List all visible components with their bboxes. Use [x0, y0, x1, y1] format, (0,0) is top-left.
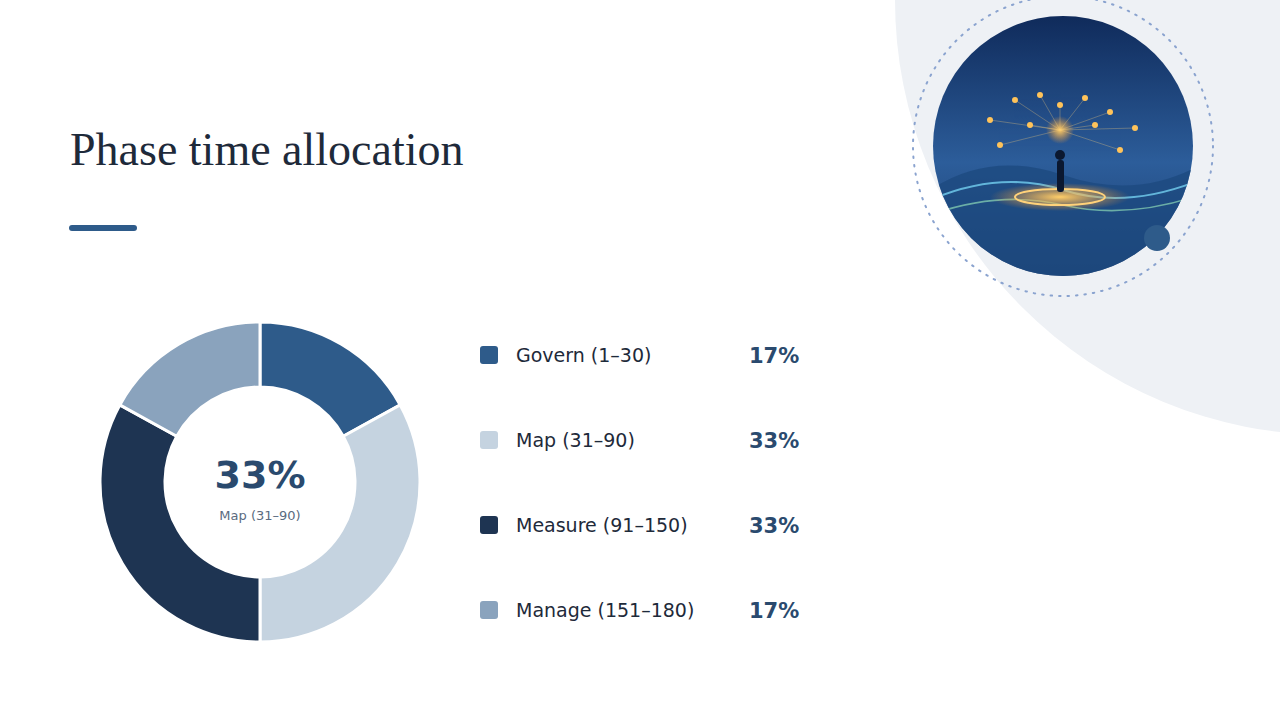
bg-circle [895, 0, 1280, 435]
node [1132, 125, 1138, 131]
slice [120, 322, 260, 436]
legend-value: 17% [749, 599, 799, 623]
link [1060, 130, 1120, 150]
node [1082, 95, 1088, 101]
center-label: Map (31–90) [219, 508, 300, 523]
legend-value: 17% [749, 344, 799, 368]
link [1030, 125, 1060, 130]
node [1092, 122, 1098, 128]
legend-swatch [480, 431, 498, 449]
image [930, 14, 1200, 290]
figure-head [1055, 150, 1065, 160]
node [1117, 147, 1123, 153]
dotted-ring [913, 0, 1213, 296]
link [1000, 130, 1060, 145]
slide: Phase time allocation33%Map (31–90)Gover… [0, 0, 1280, 720]
link [1015, 100, 1060, 130]
accent-dot [1144, 225, 1170, 251]
donut [100, 322, 420, 642]
center-value: 33% [215, 453, 306, 497]
legend-value: 33% [749, 429, 799, 453]
node [997, 142, 1003, 148]
legend-swatch [480, 516, 498, 534]
node [1037, 92, 1043, 98]
node [1012, 97, 1018, 103]
node [987, 117, 993, 123]
link [1060, 125, 1095, 130]
title: Phase time allocation [70, 124, 463, 175]
slice [260, 405, 420, 642]
slice [100, 405, 260, 642]
legend-label: Map (31–90) [516, 429, 635, 451]
node [1057, 102, 1063, 108]
link [1060, 105, 1061, 130]
legend: Govern (1–30) 17% Map (31–90) 33% Measure (9… [480, 344, 799, 623]
title-rule [69, 225, 137, 231]
legend-swatch [480, 346, 498, 364]
link [1060, 112, 1110, 130]
legend-swatch [480, 601, 498, 619]
hills [930, 165, 1200, 290]
legend-value: 33% [749, 514, 799, 538]
link [1040, 95, 1060, 130]
node [1107, 109, 1113, 115]
legend-label: Govern (1–30) [516, 344, 651, 366]
figure [1057, 160, 1064, 192]
legend-label: Measure (91–150) [516, 514, 688, 536]
node [1027, 122, 1033, 128]
link [990, 120, 1060, 130]
legend-label: Manage (151–180) [516, 599, 694, 621]
